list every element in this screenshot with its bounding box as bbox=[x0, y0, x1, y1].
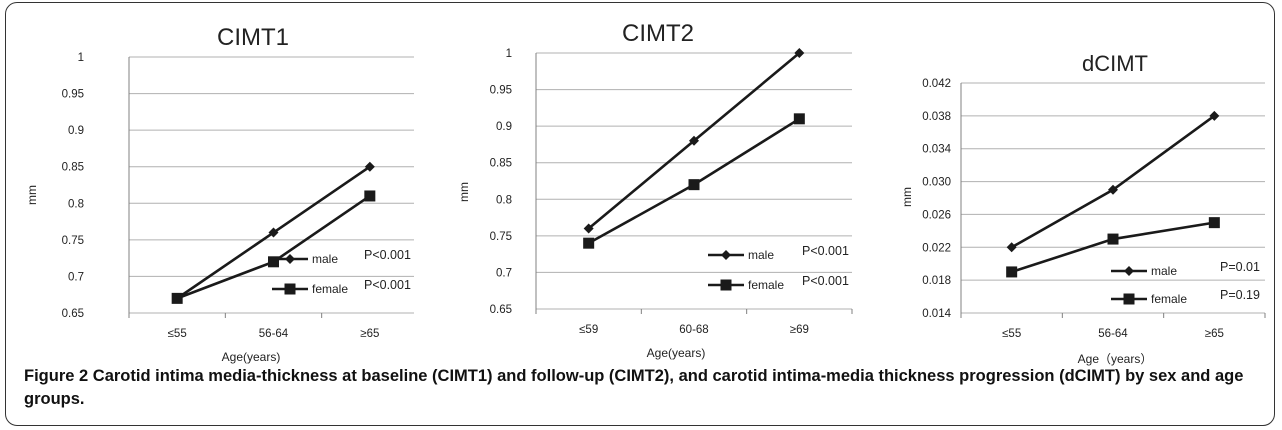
legend-label-male: male bbox=[748, 248, 774, 262]
legend-marker-male bbox=[721, 250, 731, 260]
legend-marker-female bbox=[1123, 293, 1135, 305]
data-point-female bbox=[688, 179, 700, 191]
pvalue-male: P<0.001 bbox=[364, 248, 411, 262]
y-tick-label: 0.85 bbox=[490, 158, 512, 170]
x-tick-label: ≥65 bbox=[1205, 328, 1224, 340]
y-axis-label: mm bbox=[900, 187, 914, 207]
legend-label-female: female bbox=[748, 278, 784, 292]
y-tick-label: 0.018 bbox=[922, 275, 951, 287]
y-tick-label: 0.9 bbox=[68, 125, 84, 137]
y-tick-label: 0.038 bbox=[922, 111, 951, 123]
x-axis-label: Age(years) bbox=[222, 350, 281, 364]
y-tick-label: 0.75 bbox=[490, 231, 512, 243]
pvalue-female: P=0.19 bbox=[1220, 288, 1260, 302]
y-axis-label: mm bbox=[25, 185, 39, 205]
chart-cimt1: CIMT1 mm Age(years) 1 0.95 0.9 0.85 0.8 0.75 0… bbox=[14, 7, 414, 369]
chart-cimt1-svg: CIMT1 mm Age(years) 1 0.95 0.9 0.85 0.8 0.75 0… bbox=[25, 24, 414, 364]
data-point-female bbox=[793, 113, 805, 125]
y-tick-label: 0.65 bbox=[62, 308, 84, 320]
data-point-male bbox=[583, 223, 594, 234]
figure-caption-text: Carotid intima media-thickness at baseli… bbox=[24, 367, 1244, 408]
y-tick-label: 0.85 bbox=[62, 162, 84, 174]
y-tick-label: 0.95 bbox=[490, 85, 512, 97]
y-tick-label: 1 bbox=[506, 48, 512, 60]
legend-marker-female bbox=[284, 283, 296, 295]
legend-label-female: female bbox=[312, 282, 348, 296]
figure-label: Figure 2 bbox=[24, 367, 89, 385]
pvalue-male: P<0.001 bbox=[802, 244, 849, 258]
data-point-male bbox=[794, 48, 805, 58]
data-point-female bbox=[1006, 266, 1018, 278]
y-tick-label: 0.014 bbox=[922, 308, 951, 320]
y-tick-label: 0.034 bbox=[922, 144, 951, 156]
figure-frame: CIMT1 mm Age(years) 1 0.95 0.9 0.85 0.8 0.75 0… bbox=[5, 2, 1275, 426]
data-point-female bbox=[268, 256, 279, 268]
x-tick-label: 56-64 bbox=[259, 328, 289, 340]
chart-title: CIMT1 bbox=[217, 24, 289, 51]
data-point-female bbox=[1107, 233, 1119, 245]
legend-marker-male bbox=[1124, 266, 1134, 276]
legend-label-male: male bbox=[1151, 264, 1177, 278]
x-tick-label: ≤59 bbox=[579, 324, 598, 336]
data-point-female bbox=[171, 292, 183, 304]
y-tick-label: 1 bbox=[78, 52, 84, 64]
x-tick-label: 56-64 bbox=[1098, 328, 1128, 340]
y-tick-label: 0.026 bbox=[922, 209, 951, 221]
x-tick-label: ≤55 bbox=[1002, 328, 1021, 340]
y-tick-label: 0.042 bbox=[922, 78, 951, 90]
x-tick-label: ≤55 bbox=[168, 328, 187, 340]
y-tick-label: 0.65 bbox=[490, 304, 512, 316]
data-point-female bbox=[583, 237, 595, 249]
chart-dcimt: dCIMT mm Age（years） 0.042 0.038 0.034 0.030… bbox=[891, 7, 1271, 369]
chart-title: CIMT2 bbox=[622, 20, 694, 47]
x-axis-label: Age(years) bbox=[647, 346, 706, 360]
x-tick-label: ≥65 bbox=[360, 328, 379, 340]
x-axis-label: Age（years） bbox=[1078, 352, 1153, 366]
pvalue-female: P<0.001 bbox=[802, 274, 849, 288]
legend-marker-female bbox=[720, 279, 732, 291]
pvalue-female: P<0.001 bbox=[364, 278, 411, 292]
legend-label-male: male bbox=[312, 252, 338, 266]
data-point-female bbox=[364, 190, 376, 202]
x-tick-label: 60-68 bbox=[679, 324, 708, 336]
chart-dcimt-svg: dCIMT mm Age（years） 0.042 0.038 0.034 0.030… bbox=[900, 51, 1266, 366]
legend-label-female: female bbox=[1151, 292, 1187, 306]
y-tick-label: 0.8 bbox=[496, 194, 512, 206]
data-point-male bbox=[268, 227, 279, 238]
figure-caption: Figure 2 Carotid intima media-thickness … bbox=[24, 365, 1269, 411]
chart-cimt2: CIMT2 mm Age(years) 1 0.95 0.9 0.85 0.8 0.75 0… bbox=[446, 7, 866, 369]
data-point-male bbox=[1209, 110, 1220, 121]
data-point-female bbox=[1208, 217, 1220, 229]
y-tick-label: 0.7 bbox=[68, 271, 84, 283]
data-point-male bbox=[364, 161, 375, 172]
y-tick-label: 0.7 bbox=[496, 267, 512, 279]
y-tick-label: 0.75 bbox=[62, 235, 84, 247]
chart-title: dCIMT bbox=[1082, 51, 1148, 76]
y-tick-label: 0.8 bbox=[68, 198, 84, 210]
data-point-male bbox=[689, 135, 699, 146]
y-axis-label: mm bbox=[457, 182, 471, 202]
pvalue-male: P=0.01 bbox=[1220, 260, 1260, 274]
x-tick-label: ≥69 bbox=[790, 324, 809, 336]
y-tick-label: 0.9 bbox=[496, 121, 512, 133]
data-point-male bbox=[1108, 184, 1118, 195]
data-point-male bbox=[1006, 242, 1017, 253]
y-tick-label: 0.022 bbox=[922, 242, 951, 254]
legend-marker-male bbox=[285, 254, 295, 264]
y-tick-label: 0.030 bbox=[922, 177, 951, 189]
y-tick-label: 0.95 bbox=[62, 89, 84, 101]
chart-cimt2-svg: CIMT2 mm Age(years) 1 0.95 0.9 0.85 0.8 0.75 0… bbox=[457, 20, 853, 360]
